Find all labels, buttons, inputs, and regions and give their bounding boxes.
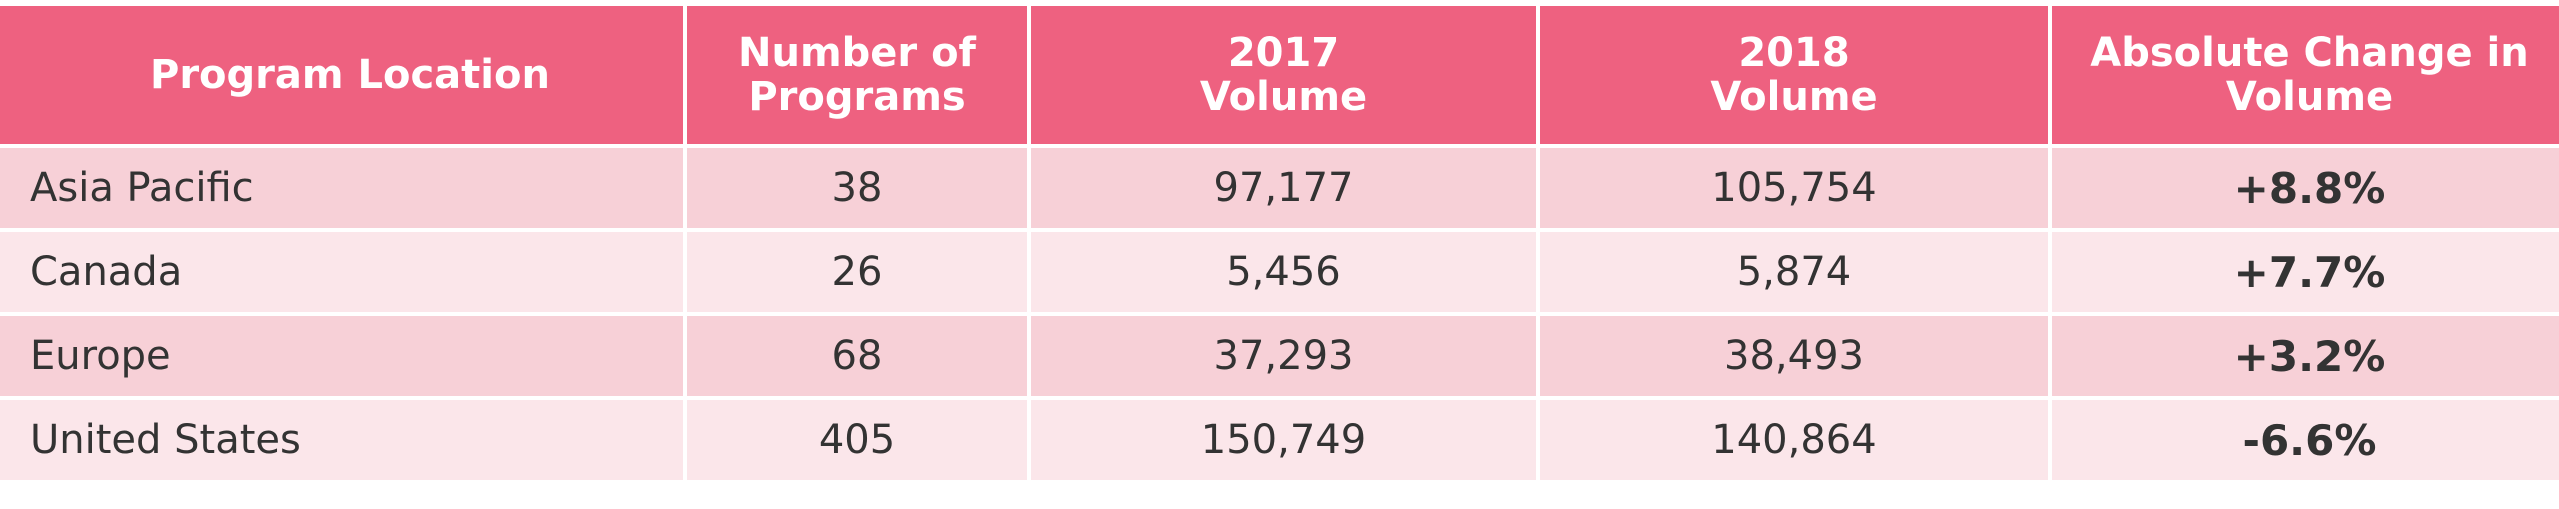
table-cell: 5,456 <box>1031 232 1536 312</box>
table-cell: 105,754 <box>1540 148 2048 228</box>
table-cell: +8.8% <box>2052 148 2559 228</box>
table-cell: United States <box>0 400 683 480</box>
table-cell: 26 <box>687 232 1027 312</box>
header-cell: Number of Programs <box>687 6 1027 144</box>
table-cell: Europe <box>0 316 683 396</box>
table-row: Asia Pacific 38 97,177 105,754 +8.8% <box>0 148 2559 228</box>
table-cell: 150,749 <box>1031 400 1536 480</box>
table-cell: 405 <box>687 400 1027 480</box>
table-cell: -6.6% <box>2052 400 2559 480</box>
table-cell: 37,293 <box>1031 316 1536 396</box>
header-cell: 2018 Volume <box>1540 6 2048 144</box>
table-cell: 68 <box>687 316 1027 396</box>
header-cell: Program Location <box>0 6 683 144</box>
table-body: Asia Pacific 38 97,177 105,754 +8.8% Canada 26… <box>0 148 2559 480</box>
table-cell: Canada <box>0 232 683 312</box>
table-cell: 140,864 <box>1540 400 2048 480</box>
table-cell: 5,874 <box>1540 232 2048 312</box>
table-cell: 38 <box>687 148 1027 228</box>
table-cell: 97,177 <box>1031 148 1536 228</box>
table-row: Europe 68 37,293 38,493 +3.2% <box>0 316 2559 396</box>
data-table: Program Location Number of Programs 2017 V… <box>0 2 2559 484</box>
table-cell: Asia Pacific <box>0 148 683 228</box>
table-cell: +7.7% <box>2052 232 2559 312</box>
header-row: Program Location Number of Programs 2017 V… <box>0 6 2559 144</box>
table-row: United States 405 150,749 140,864 -6.6% <box>0 400 2559 480</box>
header-cell: Absolute Change in Volume <box>2052 6 2559 144</box>
header-cell: 2017 Volume <box>1031 6 1536 144</box>
table-row: Canada 26 5,456 5,874 +7.7% <box>0 232 2559 312</box>
table-cell: +3.2% <box>2052 316 2559 396</box>
table-cell: 38,493 <box>1540 316 2048 396</box>
